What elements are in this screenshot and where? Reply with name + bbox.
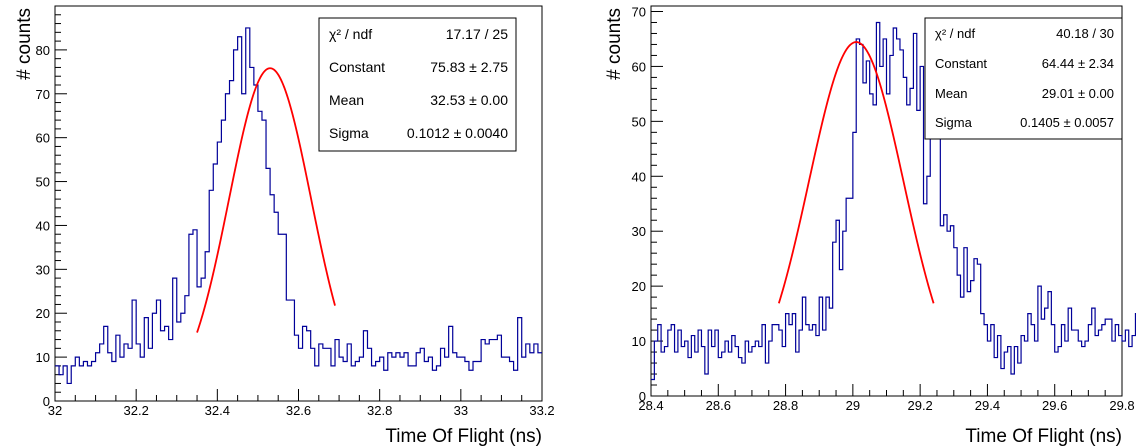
stats-value-constant: 75.83 ± 2.75	[430, 59, 508, 75]
x-tick-label: 29.8	[1109, 398, 1134, 413]
stats-label-chi2: χ² / ndf	[935, 26, 975, 41]
stats-label-sigma: Sigma	[329, 125, 369, 141]
x-tick-label: 29.6	[1042, 398, 1067, 413]
right-histogram-panel: # counts Time Of Flight (ns) 0 10 20 30 40 50…	[604, 4, 1136, 447]
x-tick-label: 28.4	[638, 398, 663, 413]
x-tick-label: 29.4	[975, 398, 1000, 413]
y-tick-label: 20	[36, 306, 50, 321]
stats-label-mean: Mean	[329, 92, 364, 108]
stats-value-chi2: 40.18 / 30	[1056, 26, 1114, 41]
gaussian-fit-curve	[196, 67, 336, 333]
stats-label-sigma: Sigma	[935, 115, 973, 130]
y-tick-label: 60	[632, 59, 646, 74]
stats-value-constant: 64.44 ± 2.34	[1042, 56, 1114, 71]
stats-label-constant: Constant	[329, 59, 385, 75]
y-tick-label: 10	[36, 350, 50, 365]
x-tick-label: 29.2	[907, 398, 932, 413]
x-tick-label: 28.6	[706, 398, 731, 413]
y-tick-label: 30	[632, 224, 646, 239]
x-tick-label: 32.4	[205, 403, 230, 418]
stats-value-sigma: 0.1012 ± 0.0040	[407, 125, 508, 141]
y-tick-label: 0	[639, 389, 646, 404]
y-tick-label: 50	[632, 114, 646, 129]
left-fit-stats-box: χ² / ndf 17.17 / 25 Constant 75.83 ± 2.7…	[318, 17, 517, 152]
right-fit-stats-box: χ² / ndf 40.18 / 30 Constant 64.44 ± 2.3…	[924, 17, 1123, 140]
left-y-axis-label: # counts	[14, 8, 35, 80]
histogram-series	[651, 21, 1136, 381]
stats-label-constant: Constant	[935, 56, 987, 71]
y-tick-label: 30	[36, 262, 50, 277]
gaussian-fit-curve	[777, 41, 935, 304]
x-tick-label: 33	[454, 403, 468, 418]
left-histogram-panel: # counts Time Of Flight (ns) 0 10 20 30 40 50…	[14, 5, 555, 447]
y-tick-label: 40	[632, 169, 646, 184]
stats-label-mean: Mean	[935, 86, 968, 101]
x-tick-label: 28.8	[773, 398, 798, 413]
right-y-axis-label: # counts	[604, 8, 625, 80]
stats-value-sigma: 0.1405 ± 0.0057	[1020, 115, 1114, 130]
y-tick-label: 20	[632, 279, 646, 294]
left-x-axis-label: Time Of Flight (ns)	[385, 426, 542, 447]
y-tick-label: 60	[36, 131, 50, 146]
y-tick-label: 80	[36, 43, 50, 58]
y-tick-label: 70	[632, 4, 646, 19]
stats-value-mean: 29.01 ± 0.00	[1042, 86, 1114, 101]
y-tick-label: 50	[36, 175, 50, 190]
y-tick-label: 0	[43, 394, 50, 409]
stats-value-chi2: 17.17 / 25	[446, 26, 508, 42]
x-tick-label: 32.8	[367, 403, 392, 418]
x-tick-label: 33.2	[529, 403, 554, 418]
stats-value-mean: 32.53 ± 0.00	[430, 92, 508, 108]
y-tick-label: 70	[36, 87, 50, 102]
y-tick-label: 40	[36, 218, 50, 233]
x-tick-label: 32	[48, 403, 62, 418]
x-tick-label: 32.6	[286, 403, 311, 418]
histogram-series	[55, 27, 542, 385]
right-x-axis-label: Time Of Flight (ns)	[965, 426, 1122, 447]
stats-label-chi2: χ² / ndf	[329, 26, 372, 42]
x-tick-label: 29	[846, 398, 860, 413]
x-tick-label: 32.2	[124, 403, 149, 418]
y-tick-label: 10	[632, 334, 646, 349]
